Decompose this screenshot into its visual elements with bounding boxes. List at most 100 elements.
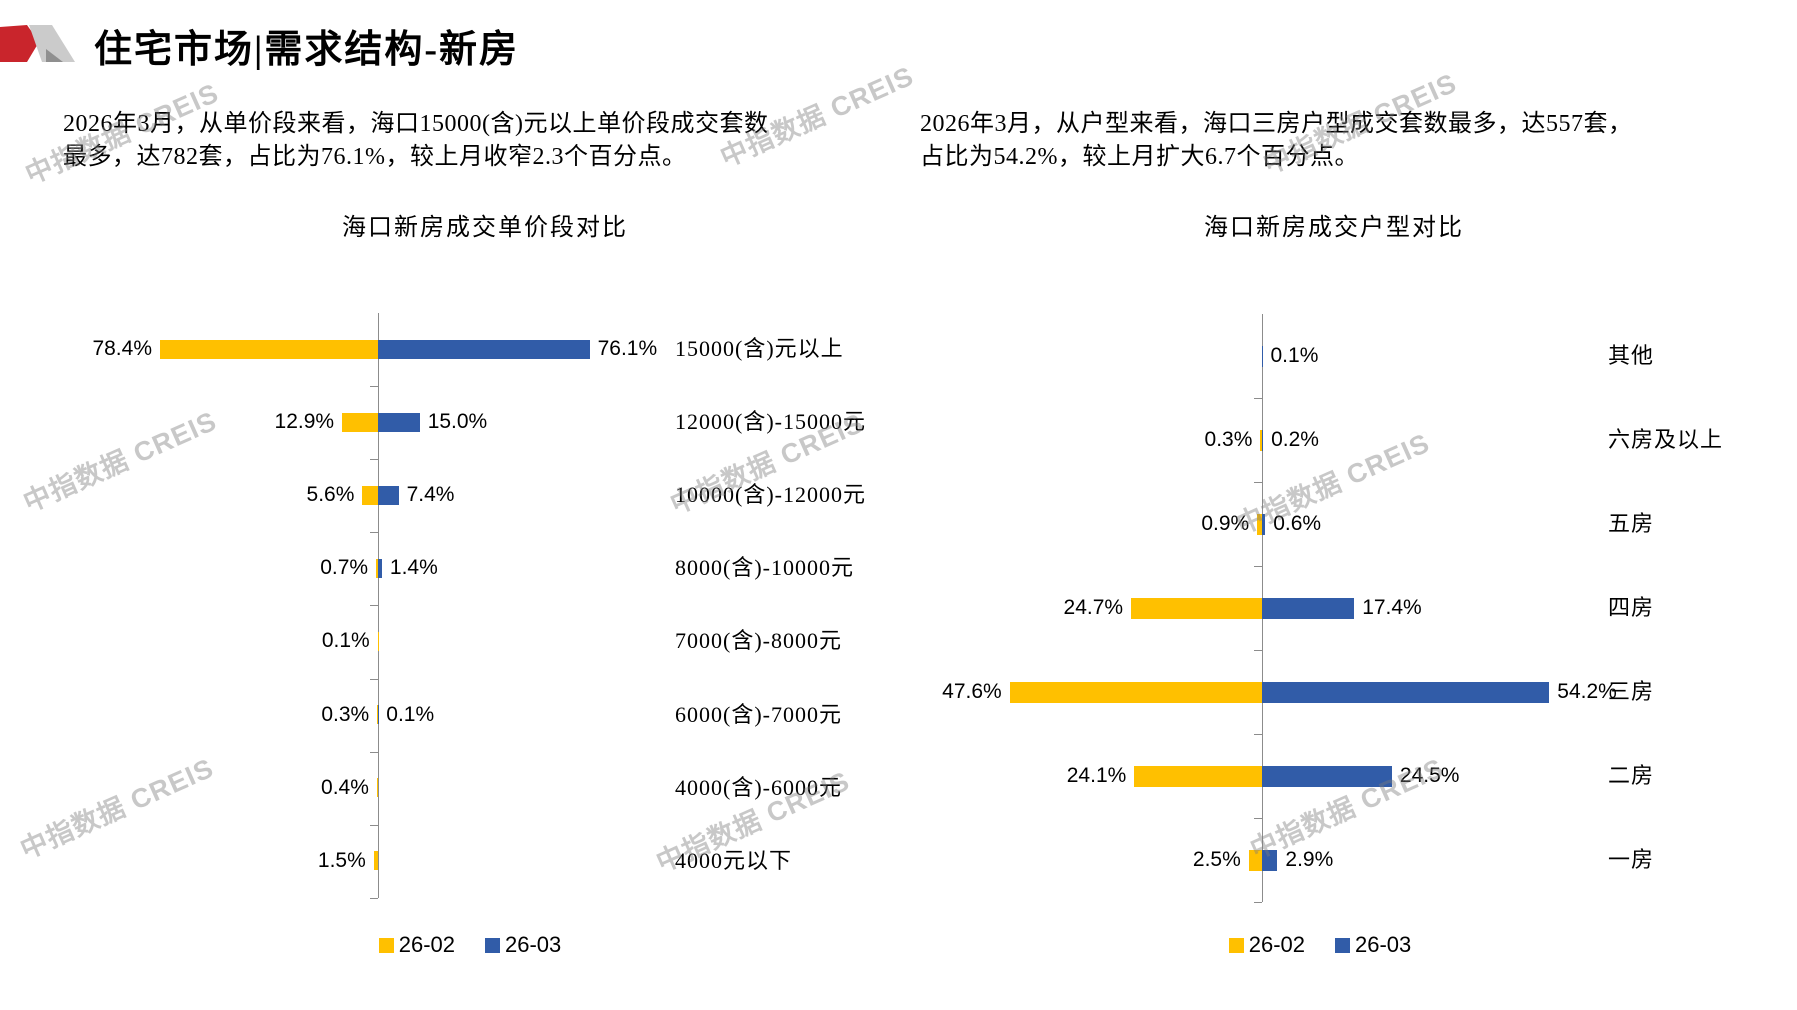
category-label: 其他 xyxy=(1608,343,1655,368)
legend-swatch-26-02 xyxy=(378,937,394,953)
bar-26-02 xyxy=(362,485,378,505)
value-label-26-03: 54.2% xyxy=(1557,680,1617,703)
category-label: 4000元以下 xyxy=(675,847,793,873)
legend-label-26-03: 26-03 xyxy=(1355,932,1412,957)
chart-unit-types: 0.1% 其他 0.3% 0.2% 六房及以上 0.9% 0.6% 五房 24.7% 17.4% 四… xyxy=(942,305,1797,915)
value-label-26-02: 0.3% xyxy=(1204,428,1253,451)
legend-item-26-02: 26-02 xyxy=(378,932,455,958)
bar-26-03 xyxy=(1262,597,1355,619)
bar-26-02 xyxy=(1134,765,1262,787)
bar-26-02 xyxy=(376,778,378,798)
summary-right-line2: 占比为54.2%，较上月扩大6.7个百分点。 xyxy=(920,144,1359,170)
category-label: 12000(含)-15000元 xyxy=(675,409,866,435)
value-label-26-03: 0.1% xyxy=(386,702,435,726)
legend-left: 26-02 26-03 xyxy=(60,932,880,958)
axis-tick xyxy=(370,678,378,680)
legend-label-26-02: 26-02 xyxy=(1248,932,1305,957)
legend-item-26-02: 26-02 xyxy=(1228,932,1305,958)
bar-26-02 xyxy=(1257,513,1262,535)
value-label-26-03: 17.4% xyxy=(1362,596,1422,619)
legend-swatch-26-03 xyxy=(1335,937,1350,953)
axis-tick xyxy=(1254,818,1262,819)
category-label: 五房 xyxy=(1608,511,1655,536)
summary-right-line1: 2026年3月，从户型来看，海口三房户型成交套数最多，达557套， xyxy=(920,111,1633,137)
bar-26-03 xyxy=(1262,429,1264,451)
page-title: 住宅市场|需求结构-新房 xyxy=(94,29,520,71)
category-label: 三房 xyxy=(1608,679,1655,704)
value-label-26-03: 1.4% xyxy=(389,556,438,580)
bar-26-02 xyxy=(373,851,378,871)
summary-left: 2026年3月，从单价段来看，海口15000(含)元以上单价段成交套数 最多，达… xyxy=(63,108,793,174)
category-label: 8000(含)-10000元 xyxy=(675,555,854,581)
bar-26-03 xyxy=(378,339,590,359)
legend-swatch-26-02 xyxy=(1228,937,1244,953)
bar-26-03 xyxy=(1262,681,1550,703)
axis-tick xyxy=(370,532,378,534)
bar-26-03 xyxy=(1262,513,1266,535)
summary-left-line1: 2026年3月，从单价段来看，海口15000(含)元以上单价段成交套数 xyxy=(63,111,769,137)
value-label-26-03: 0.1% xyxy=(1270,344,1319,367)
chart-unit-price-segments: 78.4% 76.1% 15000(含)元以上 12.9% 15.0% 12000(含)-… xyxy=(60,305,880,915)
chart-title-left: 海口新房成交单价段对比 xyxy=(342,215,628,241)
value-label-26-03: 0.2% xyxy=(1271,428,1319,451)
category-label: 六房及以上 xyxy=(1608,427,1724,452)
legend-swatch-26-03 xyxy=(485,937,500,953)
legend-label-26-03: 26-03 xyxy=(505,932,562,957)
value-label-26-02: 0.3% xyxy=(321,702,370,726)
value-label-26-03: 2.9% xyxy=(1285,848,1334,871)
bar-26-02 xyxy=(342,412,378,432)
bar-26-03 xyxy=(1262,345,1263,367)
legend-item-26-03: 26-03 xyxy=(485,932,561,958)
value-label-26-02: 12.9% xyxy=(274,410,335,434)
category-label: 一房 xyxy=(1608,847,1655,872)
bar-26-02 xyxy=(1260,429,1262,451)
value-label-26-03: 0.6% xyxy=(1273,512,1322,535)
axis-tick xyxy=(370,898,378,899)
category-label: 15000(含)元以上 xyxy=(675,336,844,361)
category-label: 7000(含)-8000元 xyxy=(675,628,842,654)
value-label-26-02: 78.4% xyxy=(92,337,152,360)
axis-tick xyxy=(370,605,378,607)
axis-tick xyxy=(1254,566,1262,567)
value-label-26-02: 0.9% xyxy=(1201,512,1250,535)
bar-26-03 xyxy=(378,485,399,505)
axis-tick xyxy=(370,459,378,461)
axis-tick xyxy=(1254,482,1262,483)
category-label: 10000(含)-12000元 xyxy=(675,482,866,508)
bar-26-02 xyxy=(160,339,378,359)
chart-title-right: 海口新房成交户型对比 xyxy=(1204,215,1464,241)
value-label-26-03: 24.5% xyxy=(1399,764,1460,787)
value-label-26-02: 0.4% xyxy=(321,775,369,799)
bar-26-02 xyxy=(376,558,378,578)
value-label-26-03: 15.0% xyxy=(427,410,488,434)
bar-26-03 xyxy=(1262,765,1392,787)
bar-26-02 xyxy=(1131,597,1262,619)
axis-tick xyxy=(370,824,378,826)
creis-logo-icon xyxy=(0,25,75,62)
legend-label-26-02: 26-02 xyxy=(398,932,455,957)
summary-left-line2: 最多，达782套，占比为76.1%，较上月收窄2.3个百分点。 xyxy=(63,144,687,170)
value-label-26-02: 0.7% xyxy=(320,556,369,580)
value-label-26-02: 24.1% xyxy=(1066,764,1127,787)
bar-26-02 xyxy=(1248,849,1263,871)
value-label-26-03: 76.1% xyxy=(597,337,658,360)
value-label-26-03: 7.4% xyxy=(406,483,455,507)
category-label: 二房 xyxy=(1608,763,1655,788)
value-label-26-02: 5.6% xyxy=(306,483,355,507)
bar-26-02 xyxy=(377,705,378,724)
legend-item-26-03: 26-03 xyxy=(1335,932,1411,958)
value-label-26-02: 24.7% xyxy=(1063,596,1124,619)
bar-26-02 xyxy=(1009,681,1262,703)
axis-tick xyxy=(1254,902,1262,903)
axis-tick xyxy=(370,386,378,388)
axis-tick xyxy=(1254,734,1262,735)
value-label-26-02: 0.1% xyxy=(321,629,370,653)
bar-26-03 xyxy=(378,412,420,432)
value-label-26-02: 1.5% xyxy=(317,848,366,872)
axis-tick xyxy=(370,751,378,753)
summary-right: 2026年3月，从户型来看，海口三房户型成交套数最多，达557套， 占比为54.… xyxy=(920,108,1720,174)
axis-line xyxy=(378,313,379,898)
legend-right: 26-02 26-03 xyxy=(960,932,1680,958)
category-label: 6000(含)-7000元 xyxy=(675,701,842,727)
axis-tick xyxy=(1254,650,1262,651)
